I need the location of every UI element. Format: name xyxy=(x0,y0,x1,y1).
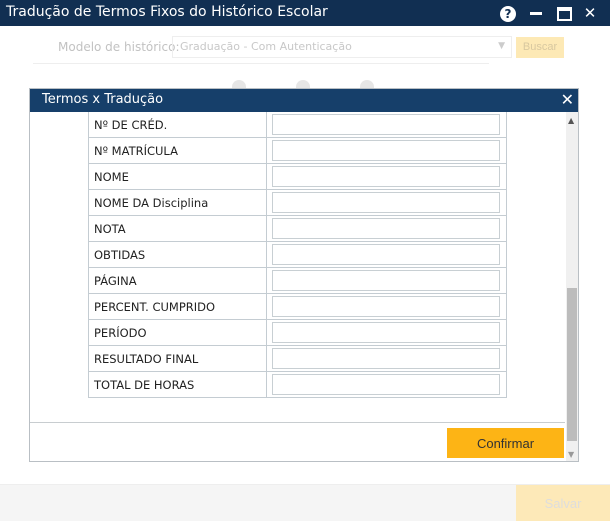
help-icon: ? xyxy=(500,6,516,22)
minimize-button[interactable] xyxy=(526,3,546,23)
term-label: NOME DA Disciplina xyxy=(89,190,267,215)
table-row: NOTA xyxy=(89,216,506,242)
refresh-icon xyxy=(360,80,374,90)
save-button[interactable]: Salvar xyxy=(516,485,610,521)
table-row: RESULTADO FINAL xyxy=(89,346,506,372)
modal-header: Termos x Tradução ✕ xyxy=(30,89,578,112)
table-row: PERCENT. CUMPRIDO xyxy=(89,294,506,320)
term-label: NOTA xyxy=(89,216,267,241)
maximize-icon xyxy=(556,6,572,21)
close-window-button[interactable]: ✕ xyxy=(583,4,597,22)
window-title: Tradução de Termos Fixos do Histórico Es… xyxy=(6,4,328,20)
info-icon xyxy=(232,80,246,90)
translation-input[interactable] xyxy=(272,374,500,395)
translation-input[interactable] xyxy=(272,192,500,213)
table-row: NOME DA Disciplina xyxy=(89,190,506,216)
divider xyxy=(30,422,565,423)
translation-input[interactable] xyxy=(272,348,500,369)
translation-input[interactable] xyxy=(272,218,500,239)
table-row: TOTAL DE HORAS xyxy=(89,372,506,398)
term-label: TOTAL DE HORAS xyxy=(89,372,267,397)
term-label: RESULTADO FINAL xyxy=(89,346,267,371)
translation-input[interactable] xyxy=(272,244,500,265)
translation-input[interactable] xyxy=(272,140,500,161)
table-row: NOME xyxy=(89,164,506,190)
circle-icon xyxy=(296,80,310,90)
terms-table: Nº DE CRÉD. Nº MATRÍCULA NOME NOME DA Disci… xyxy=(88,112,507,398)
translation-input[interactable] xyxy=(272,166,500,187)
term-label: PERÍODO xyxy=(89,320,267,345)
confirm-button[interactable]: Confirmar xyxy=(447,428,564,458)
translation-input[interactable] xyxy=(272,270,500,291)
divider xyxy=(33,63,489,64)
translation-input[interactable] xyxy=(272,114,500,135)
maximize-button[interactable] xyxy=(554,3,574,23)
term-label: Nº MATRÍCULA xyxy=(89,138,267,163)
scrollbar[interactable]: ▲ ▼ xyxy=(566,112,578,461)
term-label: OBTIDAS xyxy=(89,242,267,267)
scroll-down-icon[interactable]: ▼ xyxy=(568,450,575,459)
search-button[interactable]: Buscar xyxy=(516,37,564,58)
modal-title: Termos x Tradução xyxy=(42,92,164,107)
scrollbar-thumb[interactable] xyxy=(567,288,577,441)
model-select-value: Graduação - Com Autenticação xyxy=(180,40,352,53)
term-label: PERCENT. CUMPRIDO xyxy=(89,294,267,319)
translation-input[interactable] xyxy=(272,296,500,317)
term-label: PÁGINA xyxy=(89,268,267,293)
table-row: Nº DE CRÉD. xyxy=(89,112,506,138)
table-row: PÁGINA xyxy=(89,268,506,294)
window-titlebar: Tradução de Termos Fixos do Histórico Es… xyxy=(0,0,610,26)
translation-input[interactable] xyxy=(272,322,500,343)
help-button[interactable]: ? xyxy=(498,3,518,23)
scroll-up-icon[interactable]: ▲ xyxy=(568,116,575,125)
model-label: Modelo de histórico: xyxy=(58,40,180,54)
bottom-bar xyxy=(0,484,610,521)
table-row: Nº MATRÍCULA xyxy=(89,138,506,164)
close-modal-button[interactable]: ✕ xyxy=(560,90,574,109)
chevron-down-icon: ▼ xyxy=(498,41,505,51)
table-row: OBTIDAS xyxy=(89,242,506,268)
terms-translation-modal: Termos x Tradução ✕ Nº DE CRÉD. Nº MATRÍC… xyxy=(29,88,579,462)
term-label: Nº DE CRÉD. xyxy=(89,112,267,137)
model-select[interactable]: Graduação - Com Autenticação ▼ xyxy=(172,36,512,58)
term-label: NOME xyxy=(89,164,267,189)
minimize-icon xyxy=(530,12,542,15)
table-row: PERÍODO xyxy=(89,320,506,346)
